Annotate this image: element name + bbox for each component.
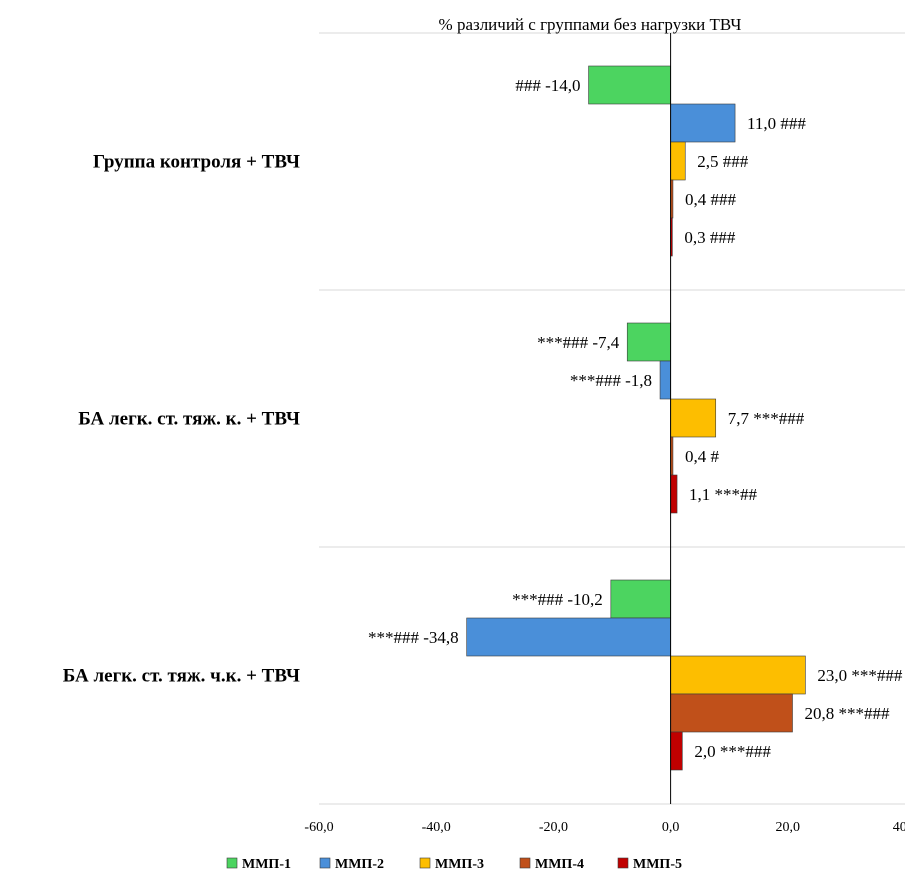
x-tick-label: 0,0 <box>662 820 680 835</box>
x-axis-tick-labels: -60,0 -40,0 -20,0 0,0 20,0 40,0 <box>304 820 905 835</box>
legend-swatch <box>226 857 238 869</box>
legend-swatch <box>617 857 629 869</box>
bar <box>670 103 736 143</box>
category-label: Группа контроля + ТВЧ <box>93 152 300 173</box>
bar <box>670 693 793 733</box>
legend-label: ММП-3 <box>435 857 484 872</box>
category-label: БА легк. ст. тяж. к. + ТВЧ <box>78 409 300 430</box>
bar <box>466 617 671 657</box>
bar <box>588 65 671 105</box>
data-label: 11,0 ### <box>747 114 806 133</box>
data-label: 0,3 ### <box>684 228 736 247</box>
bar <box>670 141 686 181</box>
chart-title: % различий с группами без нагрузки ТВЧ <box>439 15 742 34</box>
bars-group <box>466 65 806 771</box>
x-tick-label: 40,0 <box>893 820 905 835</box>
x-tick-label: 20,0 <box>776 820 801 835</box>
legend-swatch <box>419 857 431 869</box>
legend-label: ММП-1 <box>242 857 291 872</box>
bar <box>670 398 717 438</box>
bar <box>659 360 671 400</box>
legend-label: ММП-2 <box>335 857 384 872</box>
bar <box>610 579 671 619</box>
legend-label: ММП-5 <box>633 857 682 872</box>
data-label: 7,7 ***### <box>728 409 805 428</box>
data-labels: ### -14,0 11,0 ### 2,5 ### 0,4 ### 0,3 ### **… <box>368 76 903 761</box>
data-label: 2,0 ***### <box>694 742 771 761</box>
bar <box>626 322 671 362</box>
data-label: 1,1 ***## <box>689 485 758 504</box>
data-label: 0,4 ### <box>685 190 737 209</box>
category-label: БА легк. ст. тяж. ч.к. + ТВЧ <box>63 666 300 687</box>
legend: ММП-1 ММП-2 ММП-3 ММП-4 ММП-5 <box>226 857 682 872</box>
legend-swatch <box>319 857 331 869</box>
data-label: ### -14,0 <box>515 76 580 95</box>
x-tick-label: -20,0 <box>539 820 568 835</box>
legend-label: ММП-4 <box>535 857 584 872</box>
bar <box>670 474 678 514</box>
x-tick-label: -40,0 <box>422 820 451 835</box>
legend-swatch <box>519 857 531 869</box>
data-label: 23,0 ***### <box>817 666 903 685</box>
data-label: 0,4 # <box>685 447 720 466</box>
data-label: 20,8 ***### <box>804 704 890 723</box>
data-label: 2,5 ### <box>697 152 749 171</box>
data-label: ***### -34,8 <box>368 628 459 647</box>
data-label: ***### -1,8 <box>570 371 652 390</box>
separator-lines <box>319 32 905 805</box>
data-label: ***### -7,4 <box>537 333 620 352</box>
x-tick-label: -60,0 <box>304 820 333 835</box>
data-label: ***### -10,2 <box>512 590 603 609</box>
category-labels: Группа контроля + ТВЧ БА легк. ст. тяж. к… <box>63 152 300 687</box>
bar <box>670 655 806 695</box>
bar <box>670 731 683 771</box>
